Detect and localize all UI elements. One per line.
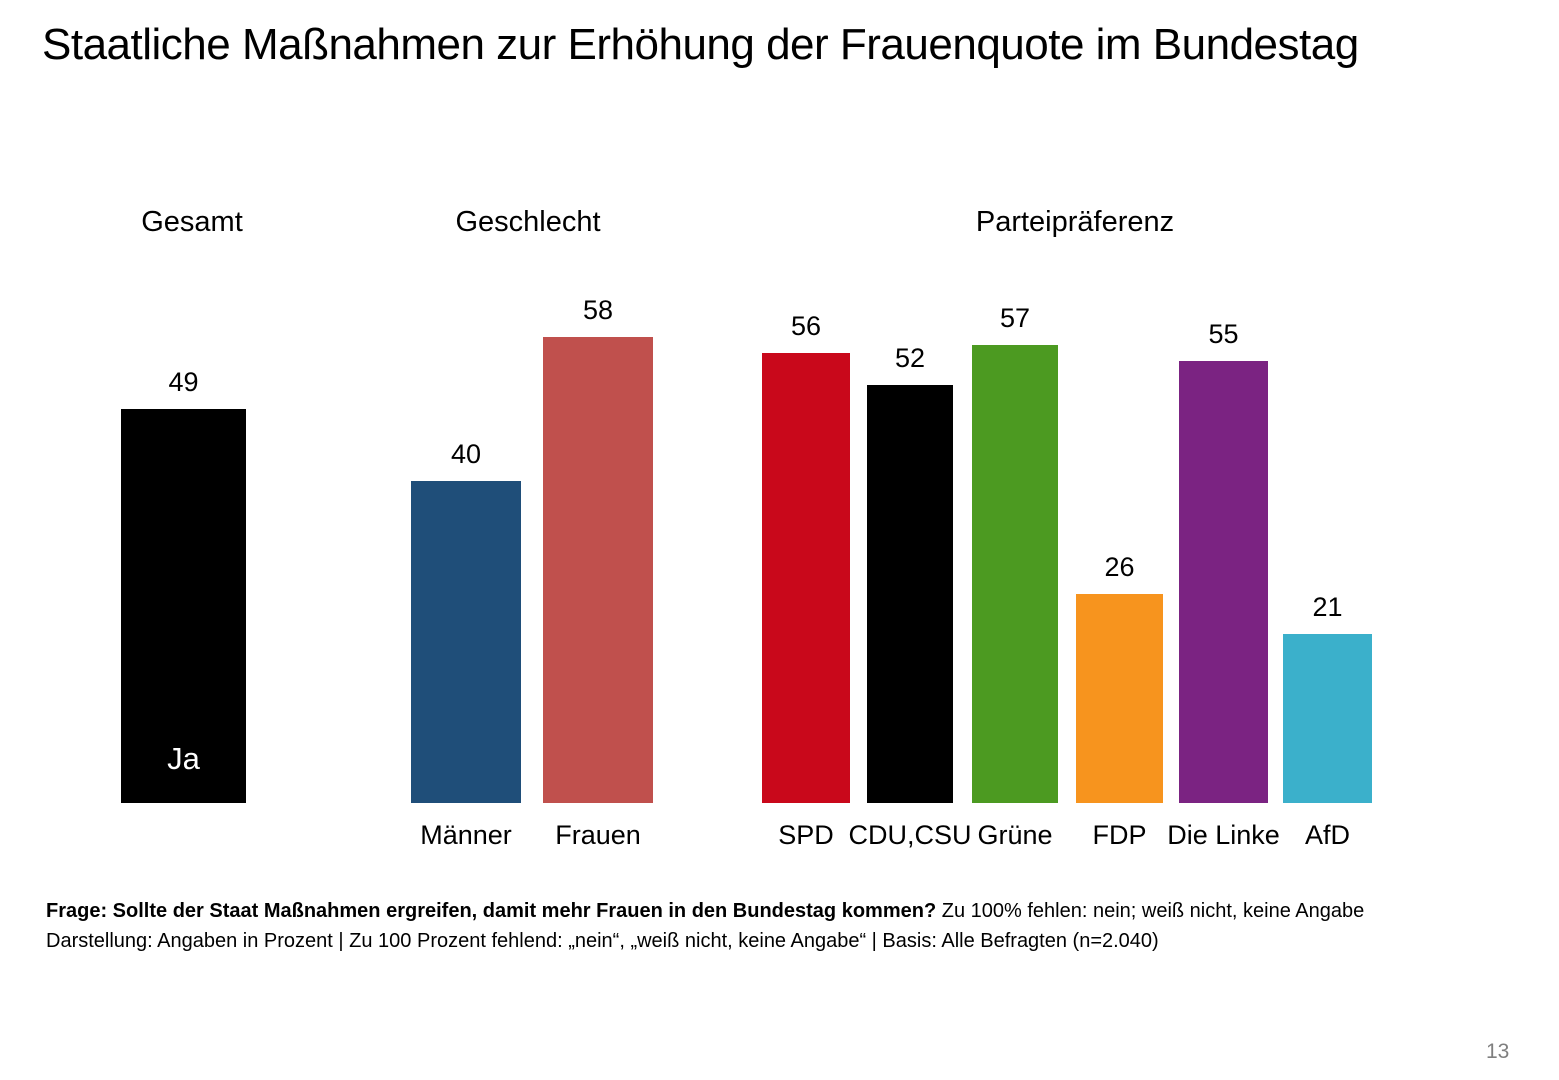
bar-value-label-spd: 56 [790,311,822,341]
bar-value-label-ja: 49 [168,367,199,397]
bar-spd [762,353,850,803]
bar-value-label-m-nner: 40 [450,439,482,469]
bar-gr-ne [972,345,1058,803]
bar-ja: Ja [121,409,246,803]
footnote-line1-rest: Zu 100% fehlen: nein; weiß nicht, keine … [941,900,1365,922]
footnote: Frage: Sollte der Staat Maßnahmen ergrei… [46,897,1364,956]
bar-afd [1283,634,1372,803]
page-title: Staatliche Maßnahmen zur Erhöhung der Fr… [42,20,1359,69]
group-header-geschlecht: Geschlecht [455,206,601,238]
bar-die-linke [1179,361,1268,803]
bar-category-label-die-linke: Die Linke [1167,820,1280,850]
bar-value-label-frauen: 58 [582,295,614,325]
bar-value-label-gr-ne: 57 [999,303,1031,333]
bar-frauen [543,337,653,803]
bar-category-label-frauen: Frauen [555,820,641,850]
bar-value-label-fdp: 26 [1104,552,1135,582]
group-header-gesamt: Gesamt [141,206,243,238]
bar-value-label-die-linke: 55 [1208,319,1239,349]
bar-fdp [1076,594,1163,803]
group-header-parteipraeferenz: Parteipräferenz [975,206,1175,238]
bar-category-label-spd: SPD [778,820,834,850]
bar-m-nner [411,481,521,803]
bar-category-label-m-nner: Männer [420,820,512,850]
footnote-question: Frage: Sollte der Staat Maßnahmen ergrei… [46,900,937,922]
bar-category-label-afd: AfD [1304,820,1351,850]
bar-value-label-cdu-csu: 52 [894,343,926,373]
bar-category-label-gr-ne: Grüne [977,820,1053,850]
bar-cdu-csu [867,385,953,803]
bar-category-label-cdu-csu: CDU,CSU [848,820,972,850]
page-number: 13 [1486,1040,1510,1063]
bar-inner-label-ja: Ja [167,741,200,776]
bar-category-label-fdp: FDP [1092,820,1147,850]
footnote-line2: Darstellung: Angaben in Prozent | Zu 100… [46,929,1159,952]
bar-value-label-afd: 21 [1312,592,1343,622]
